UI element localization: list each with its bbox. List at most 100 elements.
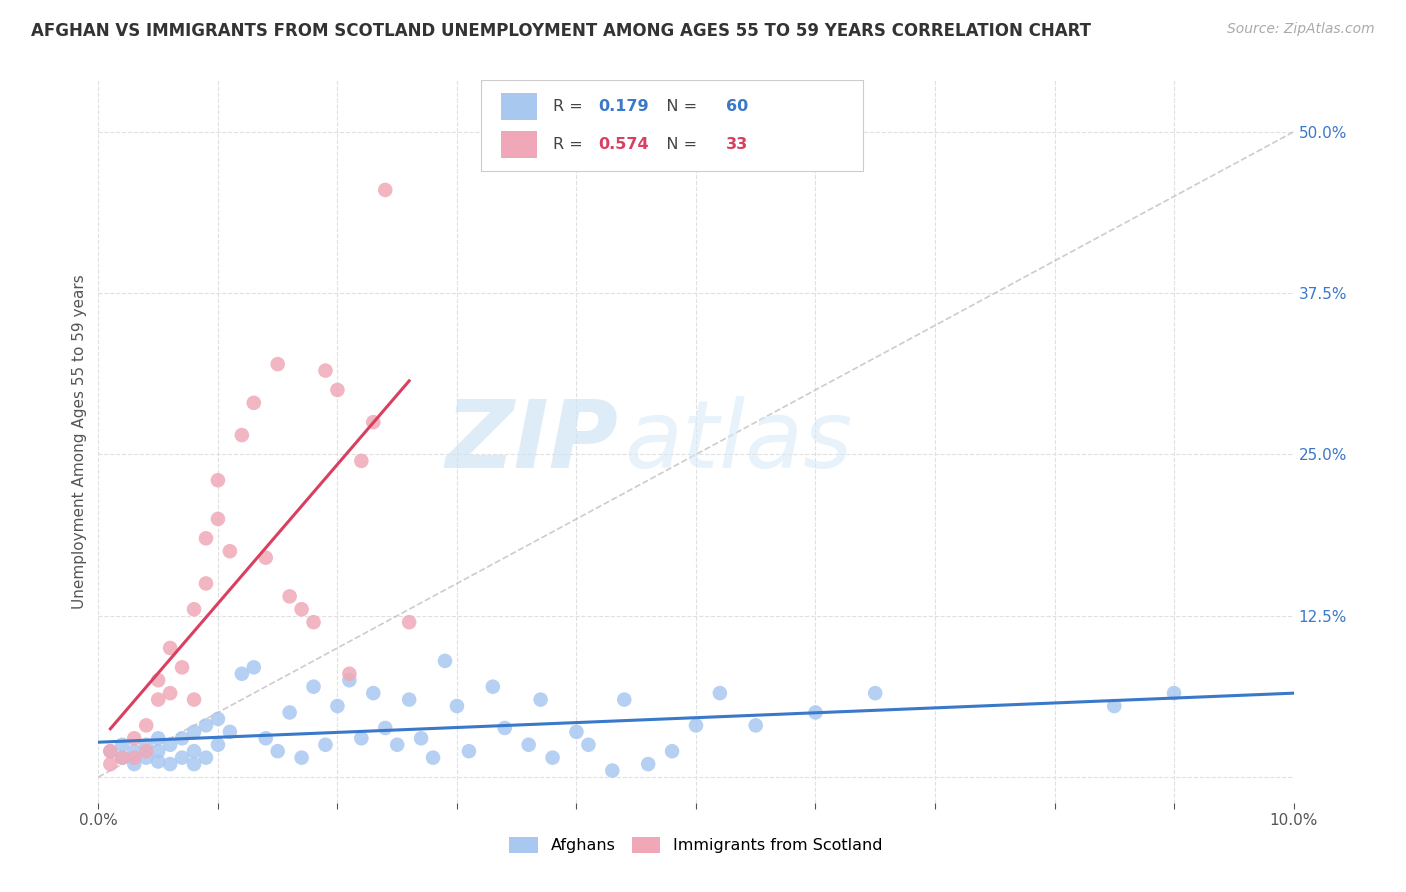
Point (363, 415, 385, 429)
Point (207, 712, 229, 726)
Point (159, 757, 181, 772)
Point (148, 755, 170, 769)
Point (135, 718, 157, 732)
Text: N =: N = (651, 99, 702, 114)
FancyBboxPatch shape (501, 93, 537, 120)
Point (219, 724, 242, 739)
Point (148, 692, 170, 706)
Point (685, 718, 707, 732)
Point (159, 640, 181, 655)
Point (374, 183, 396, 197)
Text: AFGHAN VS IMMIGRANTS FROM SCOTLAND UNEMPLOYMENT AMONG AGES 55 TO 59 YEARS CORREL: AFGHAN VS IMMIGRANTS FROM SCOTLAND UNEMP… (31, 22, 1091, 40)
Point (172, 731, 194, 746)
Point (385, 738, 409, 752)
Point (350, 731, 373, 746)
Point (565, 724, 588, 739)
Text: 0.179: 0.179 (598, 99, 648, 114)
Point (195, 718, 218, 732)
Point (709, 686, 731, 700)
Text: 33: 33 (725, 137, 748, 152)
Point (98, 744, 122, 758)
Text: Source: ZipAtlas.com: Source: ZipAtlas.com (1227, 22, 1375, 37)
Point (148, 744, 170, 758)
Point (219, 544, 242, 558)
Point (111, 738, 134, 752)
Point (315, 363, 337, 377)
Point (254, 550, 277, 565)
Point (148, 731, 170, 746)
Point (422, 750, 444, 764)
Point (231, 666, 253, 681)
Y-axis label: Unemployment Among Ages 55 to 59 years: Unemployment Among Ages 55 to 59 years (72, 274, 87, 609)
Point (172, 660, 194, 674)
FancyBboxPatch shape (481, 80, 863, 170)
Point (135, 744, 157, 758)
Point (183, 744, 205, 758)
Point (124, 731, 146, 746)
Point (267, 744, 290, 758)
Point (183, 602, 205, 616)
Point (745, 718, 768, 732)
Point (1104, 699, 1126, 714)
Point (602, 764, 624, 778)
Point (231, 428, 253, 442)
Point (339, 666, 361, 681)
Text: 0.574: 0.574 (598, 137, 648, 152)
Point (159, 738, 181, 752)
Text: atlas: atlas (624, 396, 852, 487)
Point (326, 383, 349, 397)
Point (302, 680, 325, 694)
Point (517, 738, 540, 752)
Point (278, 706, 301, 720)
Point (326, 699, 349, 714)
Point (124, 750, 146, 764)
Point (339, 673, 361, 688)
Point (411, 731, 433, 746)
Point (243, 660, 266, 674)
Point (183, 692, 205, 706)
Point (291, 750, 314, 764)
Point (183, 757, 205, 772)
Point (195, 531, 218, 545)
Point (578, 738, 600, 752)
Point (458, 744, 481, 758)
Point (159, 686, 181, 700)
Point (434, 654, 457, 668)
Point (195, 750, 218, 764)
Point (1163, 686, 1185, 700)
Point (111, 750, 134, 764)
Point (207, 738, 229, 752)
Point (613, 692, 636, 706)
Point (254, 731, 277, 746)
Point (302, 615, 325, 630)
Point (98, 757, 122, 772)
Point (446, 699, 468, 714)
Point (124, 744, 146, 758)
Point (98, 744, 122, 758)
Point (363, 686, 385, 700)
Text: N =: N = (651, 137, 702, 152)
Point (148, 673, 170, 688)
Point (124, 757, 146, 772)
Point (207, 512, 229, 526)
Point (530, 692, 553, 706)
Text: R =: R = (553, 99, 588, 114)
Point (207, 473, 229, 487)
Point (637, 757, 659, 772)
Point (172, 750, 194, 764)
FancyBboxPatch shape (501, 131, 537, 158)
Text: ZIP: ZIP (446, 395, 619, 488)
Point (135, 750, 157, 764)
Text: R =: R = (553, 137, 588, 152)
Point (374, 721, 396, 735)
Point (865, 686, 887, 700)
Point (111, 750, 134, 764)
Point (278, 590, 301, 604)
Point (494, 721, 516, 735)
Point (541, 750, 564, 764)
Point (183, 724, 205, 739)
Point (291, 602, 314, 616)
Point (315, 738, 337, 752)
Text: 60: 60 (725, 99, 748, 114)
Point (661, 744, 683, 758)
